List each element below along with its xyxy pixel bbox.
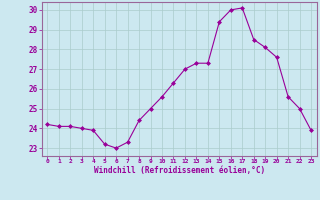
X-axis label: Windchill (Refroidissement éolien,°C): Windchill (Refroidissement éolien,°C) bbox=[94, 166, 265, 175]
